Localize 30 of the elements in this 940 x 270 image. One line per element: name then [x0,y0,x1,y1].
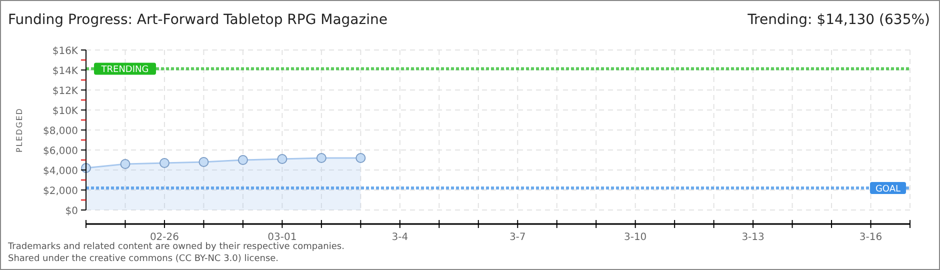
point [120,159,130,169]
x-tick-label: 3-13 [742,232,764,243]
y-tick-label: $4,000 [43,166,78,177]
text: Shared under the creative commons (CC BY-NC 3.0) license. [8,254,279,264]
y-tick-label: $0 [65,206,78,217]
chart-title: Funding Progress: Art-Forward Tabletop RPG Magazine [8,12,388,28]
y-tick-label: $14K [52,66,78,77]
text: Trademarks and related content are owned by their respective companies. [7,242,344,252]
y-tick-label: $6,000 [43,146,78,157]
y-tick-label: $10K [52,106,78,117]
y-tick-label: $16K [52,46,78,57]
y-tick-label: $8,000 [43,126,78,137]
point [277,154,288,164]
point [198,157,209,167]
x-tick-label: 3-16 [859,232,882,243]
x-tick-label: 3-7 [509,232,526,243]
ref-line-label: GOAL [875,184,901,194]
ref-line-label: TRENDING [100,65,149,76]
point [316,153,326,163]
point [159,158,170,168]
y-tick-label: $12K [52,86,78,97]
y-tick-label: $2,000 [43,186,78,197]
x-tick-label: 3-10 [624,232,647,243]
x-tick-label: 03-01 [268,232,297,243]
chart-subtitle: Trending: $14,130 (635%) [746,12,930,28]
point [356,153,366,163]
point [238,155,248,165]
x-tick-label: 02-26 [150,232,180,243]
y-axis-title: PLEDGED [15,108,24,152]
x-tick-label: 3-4 [392,232,408,243]
